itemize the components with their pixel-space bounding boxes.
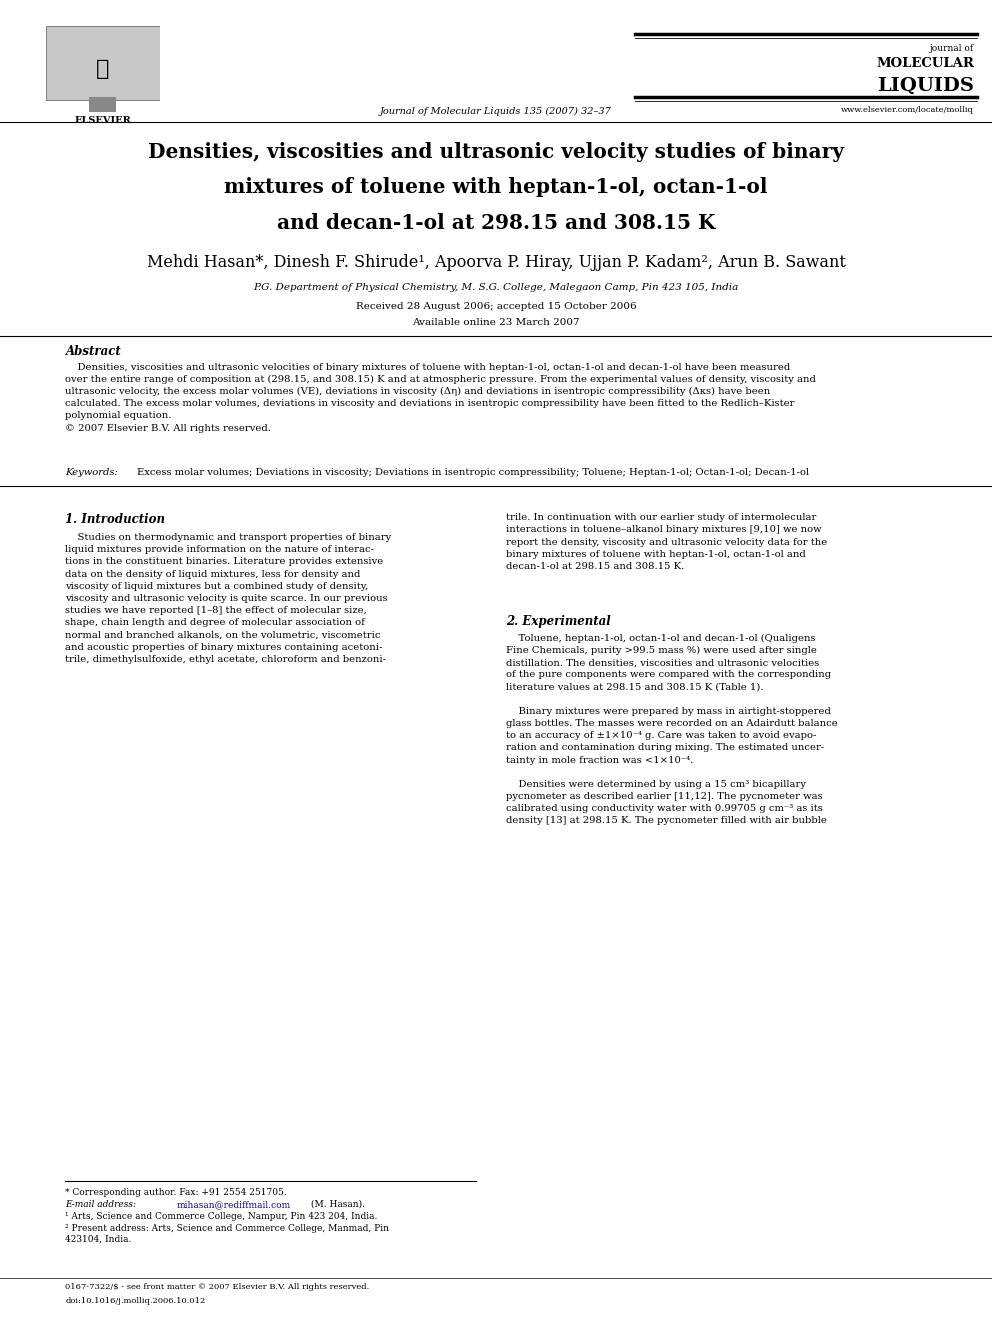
Text: Studies on thermodynamic and transport properties of binary
liquid mixtures prov: Studies on thermodynamic and transport p… xyxy=(65,533,392,664)
Text: Toluene, heptan-1-ol, octan-1-ol and decan-1-ol (Qualigens
Fine Chemicals, purit: Toluene, heptan-1-ol, octan-1-ol and dec… xyxy=(506,634,837,826)
Text: Excess molar volumes; Deviations in viscosity; Deviations in isentropic compress: Excess molar volumes; Deviations in visc… xyxy=(137,468,809,478)
Text: www.elsevier.com/locate/molliq: www.elsevier.com/locate/molliq xyxy=(841,106,974,114)
Text: 1. Introduction: 1. Introduction xyxy=(65,513,166,527)
Text: 0167-7322/$ - see front matter © 2007 Elsevier B.V. All rights reserved.: 0167-7322/$ - see front matter © 2007 El… xyxy=(65,1283,370,1291)
Text: P.G. Department of Physical Chemistry, M. S.G. College, Malegaon Camp, Pin 423 1: P.G. Department of Physical Chemistry, M… xyxy=(253,283,739,292)
Text: LIQUIDS: LIQUIDS xyxy=(877,77,974,95)
Text: E-mail address:: E-mail address: xyxy=(65,1200,139,1209)
Text: Densities, viscosities and ultrasonic velocity studies of binary: Densities, viscosities and ultrasonic ve… xyxy=(148,142,844,161)
FancyBboxPatch shape xyxy=(46,26,160,99)
Text: journal of: journal of xyxy=(930,44,974,53)
Text: * Corresponding author. Fax: +91 2554 251705.: * Corresponding author. Fax: +91 2554 25… xyxy=(65,1188,288,1197)
Text: ELSEVIER: ELSEVIER xyxy=(74,116,132,126)
Text: doi:10.1016/j.molliq.2006.10.012: doi:10.1016/j.molliq.2006.10.012 xyxy=(65,1297,205,1304)
Text: Keywords:: Keywords: xyxy=(65,468,121,478)
Text: Received 28 August 2006; accepted 15 October 2006: Received 28 August 2006; accepted 15 Oct… xyxy=(356,302,636,311)
Text: Journal of Molecular Liquids 135 (2007) 32–37: Journal of Molecular Liquids 135 (2007) … xyxy=(380,107,612,116)
Text: (M. Hasan).: (M. Hasan). xyxy=(308,1200,364,1209)
Text: trile. In continuation with our earlier study of intermolecular
interactions in : trile. In continuation with our earlier … xyxy=(506,513,827,572)
Text: ¹ Arts, Science and Commerce College, Nampur, Pin 423 204, India.: ¹ Arts, Science and Commerce College, Na… xyxy=(65,1212,378,1221)
Text: Densities, viscosities and ultrasonic velocities of binary mixtures of toluene w: Densities, viscosities and ultrasonic ve… xyxy=(65,363,816,433)
Text: 2. Experimental: 2. Experimental xyxy=(506,615,611,628)
Text: 🌲: 🌲 xyxy=(96,60,109,79)
Text: mihasan@rediffmail.com: mihasan@rediffmail.com xyxy=(177,1200,291,1209)
FancyBboxPatch shape xyxy=(89,97,116,112)
Text: ² Present address: Arts, Science and Commerce College, Manmad, Pin
423104, India: ² Present address: Arts, Science and Com… xyxy=(65,1224,390,1244)
Text: Available online 23 March 2007: Available online 23 March 2007 xyxy=(413,318,579,327)
Text: MOLECULAR: MOLECULAR xyxy=(876,57,974,70)
Text: and decan-1-ol at 298.15 and 308.15 K: and decan-1-ol at 298.15 and 308.15 K xyxy=(277,213,715,233)
Text: Mehdi Hasan*, Dinesh F. Shirude¹, Apoorva P. Hiray, Ujjan P. Kadam², Arun B. Saw: Mehdi Hasan*, Dinesh F. Shirude¹, Apoorv… xyxy=(147,254,845,271)
Text: mixtures of toluene with heptan-1-ol, octan-1-ol: mixtures of toluene with heptan-1-ol, oc… xyxy=(224,177,768,197)
Text: Abstract: Abstract xyxy=(65,345,121,359)
